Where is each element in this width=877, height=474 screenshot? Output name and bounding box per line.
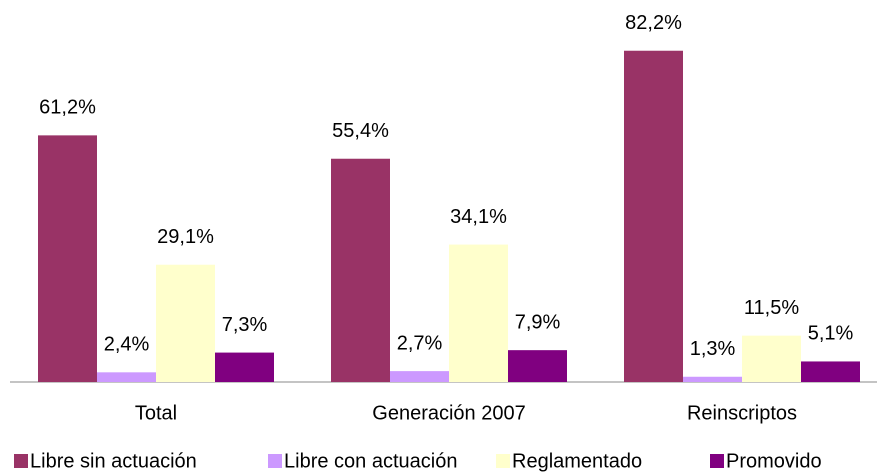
bar xyxy=(390,371,449,382)
bar xyxy=(742,335,801,382)
legend-swatch xyxy=(268,454,282,468)
legend-label: Promovido xyxy=(726,450,822,472)
legend-label: Reglamentado xyxy=(512,450,642,472)
x-tick-label: Total xyxy=(135,402,177,424)
data-label: 55,4% xyxy=(332,120,389,142)
data-label: 2,4% xyxy=(104,334,150,356)
data-label: 34,1% xyxy=(450,206,507,228)
x-tick-label: Reinscriptos xyxy=(687,402,797,424)
bar xyxy=(156,264,215,382)
bar xyxy=(97,372,156,382)
bar xyxy=(508,350,567,382)
data-label: 29,1% xyxy=(157,226,214,248)
legend-label: Libre sin actuación xyxy=(30,450,197,472)
bar xyxy=(624,50,683,382)
bar xyxy=(683,376,742,382)
bar xyxy=(801,361,860,382)
bar xyxy=(38,135,97,382)
data-label: 1,3% xyxy=(690,338,736,360)
data-label: 61,2% xyxy=(39,97,96,119)
data-label: 2,7% xyxy=(397,332,443,354)
legend-label: Libre con actuación xyxy=(284,450,457,472)
legend-swatch xyxy=(710,454,724,468)
data-label: 82,2% xyxy=(625,12,682,34)
data-label: 11,5% xyxy=(744,297,799,319)
bar xyxy=(449,244,508,382)
legend-swatch xyxy=(496,454,510,468)
x-tick-label: Generación 2007 xyxy=(372,402,525,424)
data-label: 5,1% xyxy=(808,323,854,345)
legend-swatch xyxy=(14,454,28,468)
data-label: 7,9% xyxy=(515,311,561,333)
data-label: 7,3% xyxy=(222,314,268,336)
bar xyxy=(331,158,390,382)
bar xyxy=(215,352,274,382)
